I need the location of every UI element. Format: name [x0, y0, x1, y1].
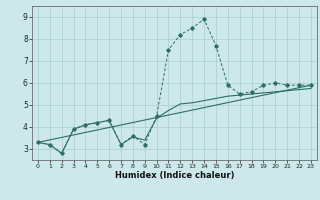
X-axis label: Humidex (Indice chaleur): Humidex (Indice chaleur) — [115, 171, 234, 180]
